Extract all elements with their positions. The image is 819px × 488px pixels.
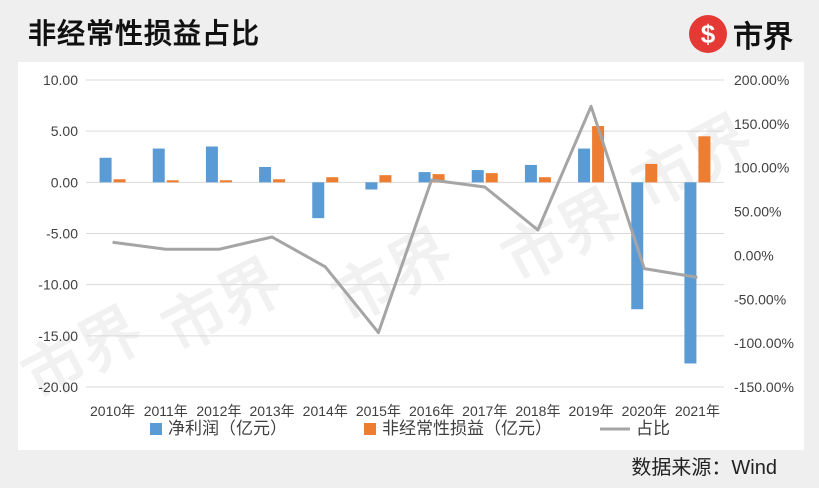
- non-recurring-bar: [592, 126, 605, 183]
- net-profit-bar: [365, 182, 378, 190]
- watermark-text: 市界: [322, 217, 464, 336]
- x-tick-label: 2020年: [622, 403, 667, 419]
- y-right-tick-label: 100.00%: [734, 160, 789, 176]
- dollar-icon: $: [689, 15, 727, 53]
- y-right-tick-label: 50.00%: [734, 204, 781, 220]
- y-left-tick-label: 10.00: [43, 72, 78, 88]
- non-recurring-bar: [432, 174, 445, 183]
- legend-non-recurring-label: 非经常性损益（亿元）: [382, 419, 552, 438]
- x-tick-label: 2015年: [356, 403, 401, 419]
- x-tick-label: 2011年: [144, 403, 188, 419]
- brand-logo: $ 市界: [689, 12, 793, 56]
- grid: [86, 79, 724, 388]
- y-right-tick-label: 0.00%: [734, 247, 774, 263]
- y-left-tick-label: -5.00: [46, 226, 78, 242]
- ratio-line-path: [112, 104, 698, 335]
- non-recurring-bar: [113, 179, 126, 183]
- non-recurring-bar: [538, 177, 551, 183]
- non-recurring-bar: [219, 180, 232, 183]
- x-tick-label: 2016年: [409, 403, 454, 419]
- y-right-tick-label: -150.00%: [734, 379, 794, 395]
- y-left-tick-label: 5.00: [51, 123, 78, 139]
- net-profit-bar: [471, 170, 484, 183]
- legend: 净利润（亿元） 非经常性损益（亿元） 占比: [150, 419, 670, 438]
- net-profit-bar: [312, 182, 325, 219]
- legend-non-recurring-swatch: [364, 423, 376, 435]
- page-title: 非经常性损益占比: [28, 18, 261, 49]
- y-right-tick-label: 200.00%: [734, 72, 789, 88]
- x-tick-label: 2012年: [196, 403, 241, 419]
- watermark-text: 市界: [492, 177, 634, 296]
- source-note: 数据来源：Wind: [631, 457, 777, 479]
- non-recurring-bar: [273, 179, 286, 183]
- y-left-tick-label: 0.00: [51, 174, 78, 190]
- watermark-text: 市界: [18, 295, 154, 414]
- y-left-tick-label: -20.00: [38, 379, 78, 395]
- y-right-tick-label: -100.00%: [734, 335, 794, 351]
- y-left-tick-label: -15.00: [38, 328, 78, 344]
- x-tick-label: 2018年: [515, 403, 560, 419]
- chart-card: 市界 市界 市界 市界 市界 -20.00 -15.00 -10.00 -5.00 0.00 5.…: [12, 62, 804, 450]
- watermark-text: 市界: [152, 247, 294, 366]
- y-right-tick-label: 150.00%: [734, 116, 789, 132]
- non-recurring-bar: [379, 175, 392, 183]
- x-tick-label: 2019年: [569, 403, 614, 419]
- legend-net-profit-label: 净利润（亿元）: [168, 419, 287, 438]
- x-tick-label: 2010年: [90, 403, 135, 419]
- legend-ratio-label: 占比: [636, 419, 670, 438]
- non-recurring-bar: [645, 163, 658, 183]
- x-tick-label: 2017年: [462, 403, 507, 419]
- net-profit-bar: [152, 148, 165, 183]
- non-recurring-bar: [166, 180, 179, 183]
- y-left-tick-label: -10.00: [38, 277, 78, 293]
- net-profit-bar: [684, 182, 697, 364]
- x-tick-label: 2014年: [303, 403, 348, 419]
- net-profit-bar: [205, 146, 218, 183]
- ratio-line: [112, 104, 698, 335]
- legend-net-profit-swatch: [150, 423, 162, 435]
- net-profit-bar: [524, 164, 537, 183]
- net-profit-bar: [418, 172, 431, 183]
- net-profit-bar: [259, 166, 272, 183]
- non-recurring-bar: [485, 173, 498, 183]
- y-right-tick-label: -50.00%: [734, 291, 786, 307]
- non-recurring-bar: [326, 177, 339, 183]
- brand-name: 市界: [733, 20, 793, 55]
- non-recurring-bar: [698, 136, 711, 183]
- net-profit-bar: [578, 148, 591, 183]
- net-profit-bar: [99, 157, 112, 183]
- x-tick-label: 2021年: [675, 403, 720, 419]
- axes: -20.00 -15.00 -10.00 -5.00 0.00 5.00 10.00 -150…: [38, 72, 794, 419]
- x-tick-label: 2013年: [250, 403, 295, 419]
